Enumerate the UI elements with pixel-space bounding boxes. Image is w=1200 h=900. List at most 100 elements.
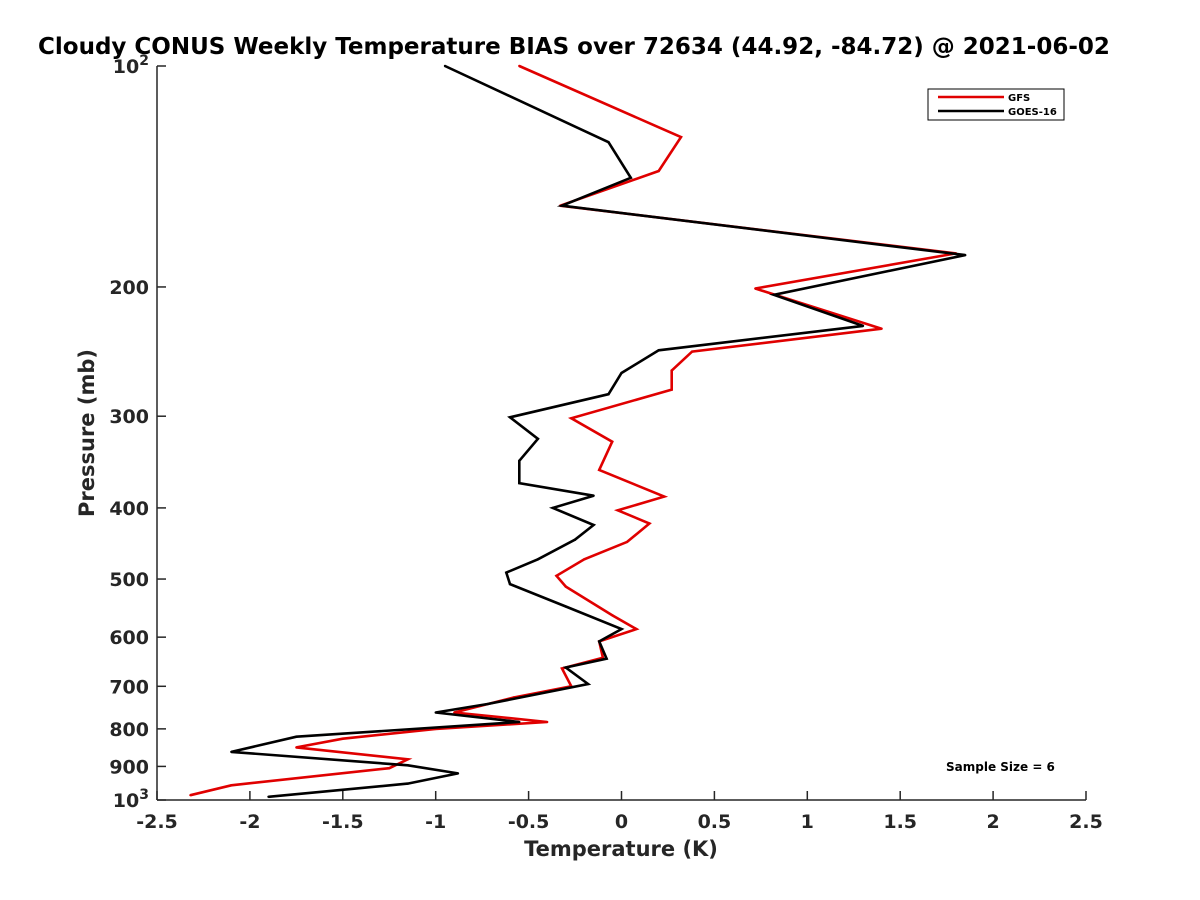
data-point-goes16 bbox=[605, 657, 608, 660]
data-point-gfs bbox=[583, 558, 586, 561]
data-point-gfs bbox=[518, 64, 521, 68]
data-point-goes16 bbox=[573, 538, 577, 541]
x-tick-label: -1 bbox=[425, 811, 446, 833]
data-point-gfs bbox=[560, 667, 564, 670]
legend: GFS GOES-16 bbox=[927, 88, 1065, 121]
y-tick-label: 900 bbox=[109, 756, 149, 778]
x-tick-label: -2 bbox=[239, 811, 260, 833]
data-point-gfs bbox=[611, 613, 614, 617]
data-point-gfs bbox=[189, 793, 192, 797]
data-point-goes16 bbox=[620, 627, 623, 631]
data-point-goes16 bbox=[508, 582, 512, 586]
data-point-gfs bbox=[625, 540, 629, 544]
x-axis-label: Temperature (K) bbox=[524, 837, 718, 861]
y-tick-label: 500 bbox=[109, 569, 149, 591]
data-point-goes16 bbox=[505, 571, 508, 574]
x-tick-label: -1.5 bbox=[322, 811, 364, 833]
data-point-gfs bbox=[670, 369, 673, 372]
data-point-goes16 bbox=[551, 506, 554, 510]
data-point-gfs bbox=[657, 169, 660, 173]
data-point-gfs bbox=[679, 135, 683, 139]
data-point-goes16 bbox=[518, 481, 521, 485]
series-line-goes16 bbox=[231, 64, 966, 799]
data-point-goes16 bbox=[592, 523, 595, 527]
x-ticks: -2.5 -2 -1.5 -1 -0.5 0 0.5 1 1.5 2 2.5 bbox=[136, 791, 1103, 833]
data-point-gfs bbox=[555, 574, 558, 578]
data-point-goes16 bbox=[434, 711, 437, 714]
sample-size-annotation: Sample Size = 6 bbox=[946, 760, 1055, 774]
data-point-gfs bbox=[635, 627, 638, 631]
x-tick-label: -0.5 bbox=[508, 811, 550, 833]
x-tick-label: 2.5 bbox=[1069, 811, 1103, 833]
x-tick-label: -2.5 bbox=[136, 811, 178, 833]
y-tick-label: 103 bbox=[113, 787, 149, 812]
y-axis-label: Pressure (mb) bbox=[75, 349, 99, 517]
data-point-goes16 bbox=[230, 750, 233, 754]
data-point-goes16 bbox=[560, 204, 564, 207]
data-point-gfs bbox=[670, 388, 673, 391]
x-tick-label: 2 bbox=[986, 811, 999, 833]
data-point-goes16 bbox=[406, 782, 410, 785]
data-point-gfs bbox=[611, 440, 614, 443]
y-tick-label: 400 bbox=[109, 498, 149, 520]
data-point-goes16 bbox=[456, 772, 460, 775]
data-point-goes16 bbox=[508, 416, 512, 419]
data-point-gfs bbox=[616, 509, 619, 512]
data-point-goes16 bbox=[772, 293, 776, 297]
x-tick-label: 0 bbox=[615, 811, 628, 833]
data-point-goes16 bbox=[406, 764, 410, 767]
data-point-gfs bbox=[754, 287, 757, 290]
data-point-goes16 bbox=[607, 393, 610, 396]
legend-label-gfs: GFS bbox=[1008, 93, 1030, 104]
data-point-gfs bbox=[453, 711, 456, 714]
series-group bbox=[189, 64, 967, 799]
data-point-gfs bbox=[690, 350, 694, 353]
data-point-goes16 bbox=[536, 437, 540, 440]
data-point-goes16 bbox=[486, 702, 489, 706]
data-point-goes16 bbox=[295, 735, 298, 738]
y-ticks: 102 200 300 400 500 600 700 800 900 103 bbox=[109, 53, 166, 812]
x-tick-label: 0.5 bbox=[698, 811, 732, 833]
legend-box bbox=[927, 88, 1065, 121]
data-point-goes16 bbox=[518, 459, 521, 462]
data-point-gfs bbox=[598, 468, 601, 472]
x-tick-label: 1.5 bbox=[883, 811, 917, 833]
data-point-goes16 bbox=[620, 371, 623, 375]
data-point-gfs bbox=[388, 766, 391, 770]
data-point-gfs bbox=[570, 417, 573, 420]
y-tick-label: 700 bbox=[109, 676, 149, 698]
y-tick-label: 102 bbox=[113, 53, 149, 78]
data-point-gfs bbox=[230, 784, 233, 787]
data-point-goes16 bbox=[598, 640, 601, 643]
y-tick-label: 200 bbox=[109, 277, 149, 299]
data-point-goes16 bbox=[564, 666, 567, 669]
data-point-goes16 bbox=[536, 558, 540, 561]
y-tick-label: 600 bbox=[109, 627, 149, 649]
data-point-gfs bbox=[880, 327, 883, 330]
y-tick-label: 300 bbox=[109, 406, 149, 428]
data-point-gfs bbox=[545, 720, 549, 724]
data-point-gfs bbox=[341, 737, 344, 740]
data-point-gfs bbox=[663, 495, 666, 498]
data-point-goes16 bbox=[607, 140, 610, 144]
data-point-goes16 bbox=[861, 324, 865, 328]
data-point-goes16 bbox=[267, 795, 270, 798]
data-point-goes16 bbox=[564, 605, 567, 608]
data-point-gfs bbox=[564, 585, 567, 588]
data-point-gfs bbox=[648, 522, 651, 525]
data-point-goes16 bbox=[518, 720, 521, 724]
data-point-goes16 bbox=[629, 176, 632, 179]
data-point-gfs bbox=[295, 746, 298, 749]
y-tick-label: 800 bbox=[109, 719, 149, 741]
series-line-gfs bbox=[190, 64, 957, 797]
data-point-goes16 bbox=[964, 253, 967, 257]
data-point-goes16 bbox=[443, 64, 447, 68]
data-point-goes16 bbox=[657, 349, 660, 352]
data-point-gfs bbox=[406, 758, 410, 761]
data-point-goes16 bbox=[592, 494, 595, 497]
x-tick-label: 1 bbox=[801, 811, 814, 833]
chart-title: Cloudy CONUS Weekly Temperature BIAS ove… bbox=[38, 34, 1110, 60]
data-point-goes16 bbox=[586, 682, 590, 686]
